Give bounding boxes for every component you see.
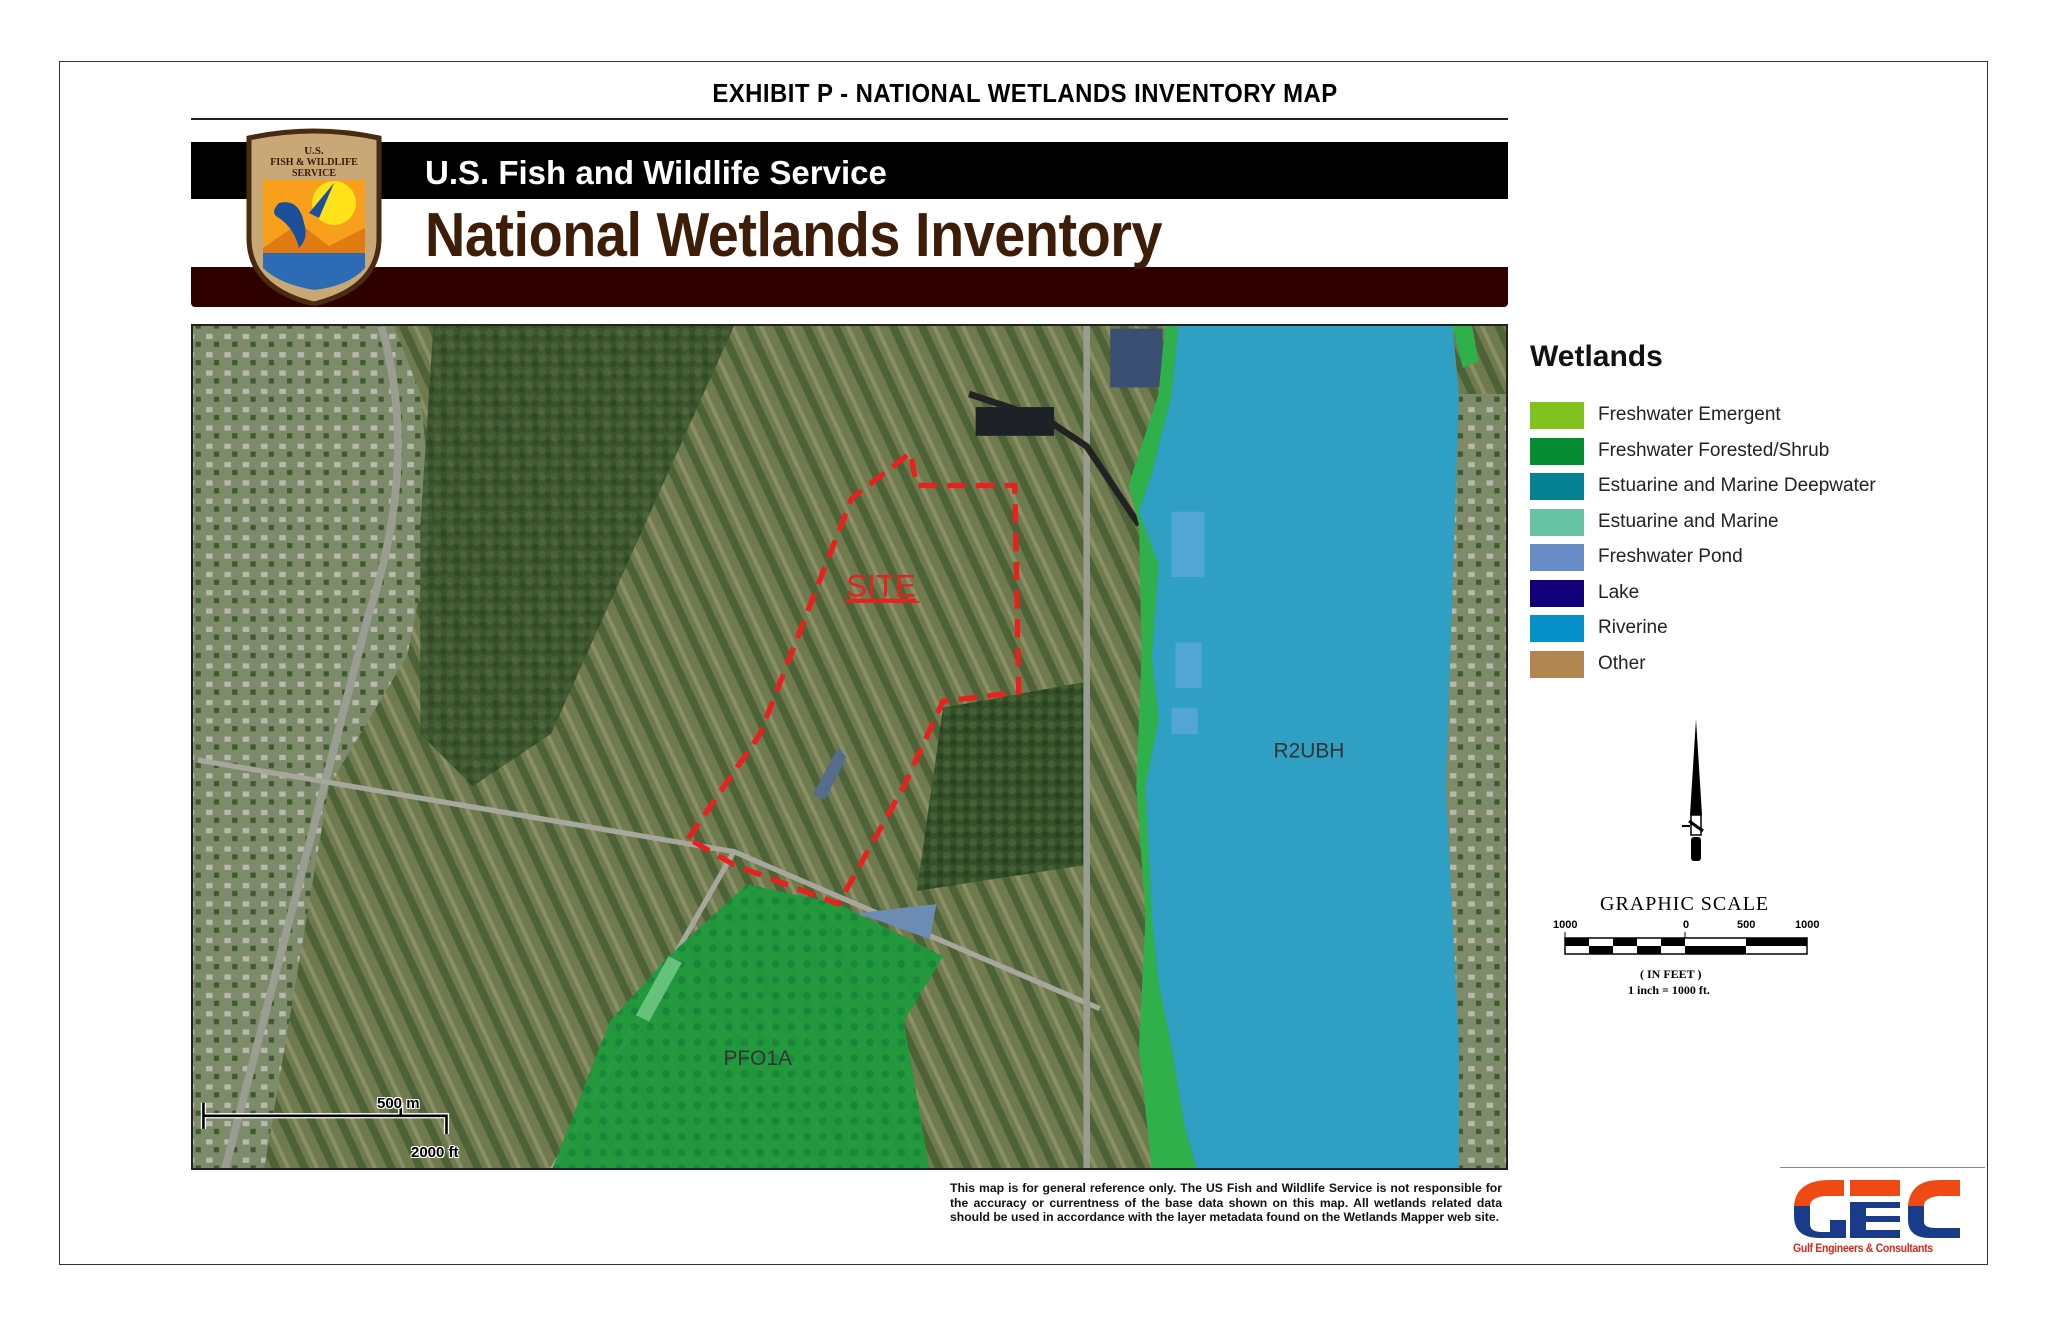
urban-area-east [1445,393,1506,1168]
banner-brown-band [191,267,1508,307]
scale-metric-label: 500 m [377,1095,420,1112]
legend-swatch [1530,473,1584,500]
graphic-scale-tick: 500 [1737,919,1756,931]
wetlands-map[interactable]: SITE R2UBH PFO1A 500 m 2000 ft [191,324,1508,1170]
logo-divider [1780,1167,1985,1168]
nwi-banner: U.S. Fish and Wildlife Service National … [191,118,1508,307]
north-arrow-icon [1682,719,1704,861]
wetland-forested-pfo1a[interactable] [551,884,943,1170]
graphic-scale-units: ( IN FEET ) [1640,967,1702,981]
pfo1a-label: PFO1A [723,1047,792,1070]
wetland-emergent-strip [1452,326,1479,368]
industrial-facility [975,407,1055,436]
graphic-scale-tick: 1000 [1795,919,1820,931]
docks [1171,511,1205,734]
legend-swatch [1530,615,1584,642]
map-scale-bar-line [202,1102,448,1135]
graphic-scale-ratio: 1 inch = 1000 ft. [1628,983,1710,997]
legend-swatch [1530,508,1584,536]
graphic-scale-bar [1564,932,1808,955]
legend-swatch [1530,650,1584,678]
legend-swatch [1530,544,1584,571]
legend-label: Riverine [1598,617,1668,638]
wetland-emergent-strip [1128,326,1197,1168]
disclaimer-text: This map is for general reference only. … [950,1181,1502,1224]
page-frame [59,61,1988,1265]
legend-title: Wetlands [1530,340,1663,373]
graphic-scale-tick: 0 [1683,919,1690,931]
exhibit-title: EXHIBIT P - NATIONAL WETLANDS INVENTORY … [712,78,1338,108]
graphic-scale-title: GRAPHIC SCALE [1600,893,1770,915]
site-label: SITE [846,569,916,604]
graphic-scale-tick: 1000 [1553,919,1578,931]
legend-label: Freshwater Pond [1598,546,1743,567]
legend-swatch [1530,579,1584,607]
tree-area-east [916,681,1087,891]
svg-text:FISH & WILDLIFE: FISH & WILDLIFE [270,157,358,168]
legend-label: Estuarine and Marine [1598,510,1779,532]
legend-label: Estuarine and Marine Deepwater [1598,475,1876,496]
scale-imperial-label: 2000 ft [411,1144,459,1161]
tree-area [420,326,734,787]
svg-text:SERVICE: SERVICE [292,168,336,179]
legend-swatch [1530,437,1584,465]
map-canvas: SITE R2UBH PFO1A [193,326,1506,1170]
product-name: National Wetlands Inventory [425,201,1163,270]
gec-logo [1794,1180,1960,1238]
wetland-riverine-r2ubh[interactable] [1138,326,1460,1170]
usfws-shield-logo: U.S. FISH & WILDLIFE SERVICE [246,128,382,306]
railway [221,326,402,1168]
company-name: Gulf Engineers & Consultants [1793,1241,1933,1255]
svg-text:U.S.: U.S. [304,145,324,157]
legend-swatch [1530,402,1584,429]
legend-label: Other [1598,652,1646,674]
r2ubh-label: R2UBH [1274,739,1345,762]
agency-name: U.S. Fish and Wildlife Service [425,154,887,191]
legend-label: Freshwater Forested/Shrub [1598,439,1830,461]
freshwater-pond[interactable] [812,747,847,800]
wetland-emergent-patch [635,956,682,1022]
legend-label: Lake [1598,581,1640,603]
urban-area [193,326,434,1168]
freshwater-pond-triangle[interactable] [858,903,937,940]
legend-label: Freshwater Emergent [1598,404,1781,425]
pond [1110,328,1163,388]
banner-black-band [191,142,1508,199]
